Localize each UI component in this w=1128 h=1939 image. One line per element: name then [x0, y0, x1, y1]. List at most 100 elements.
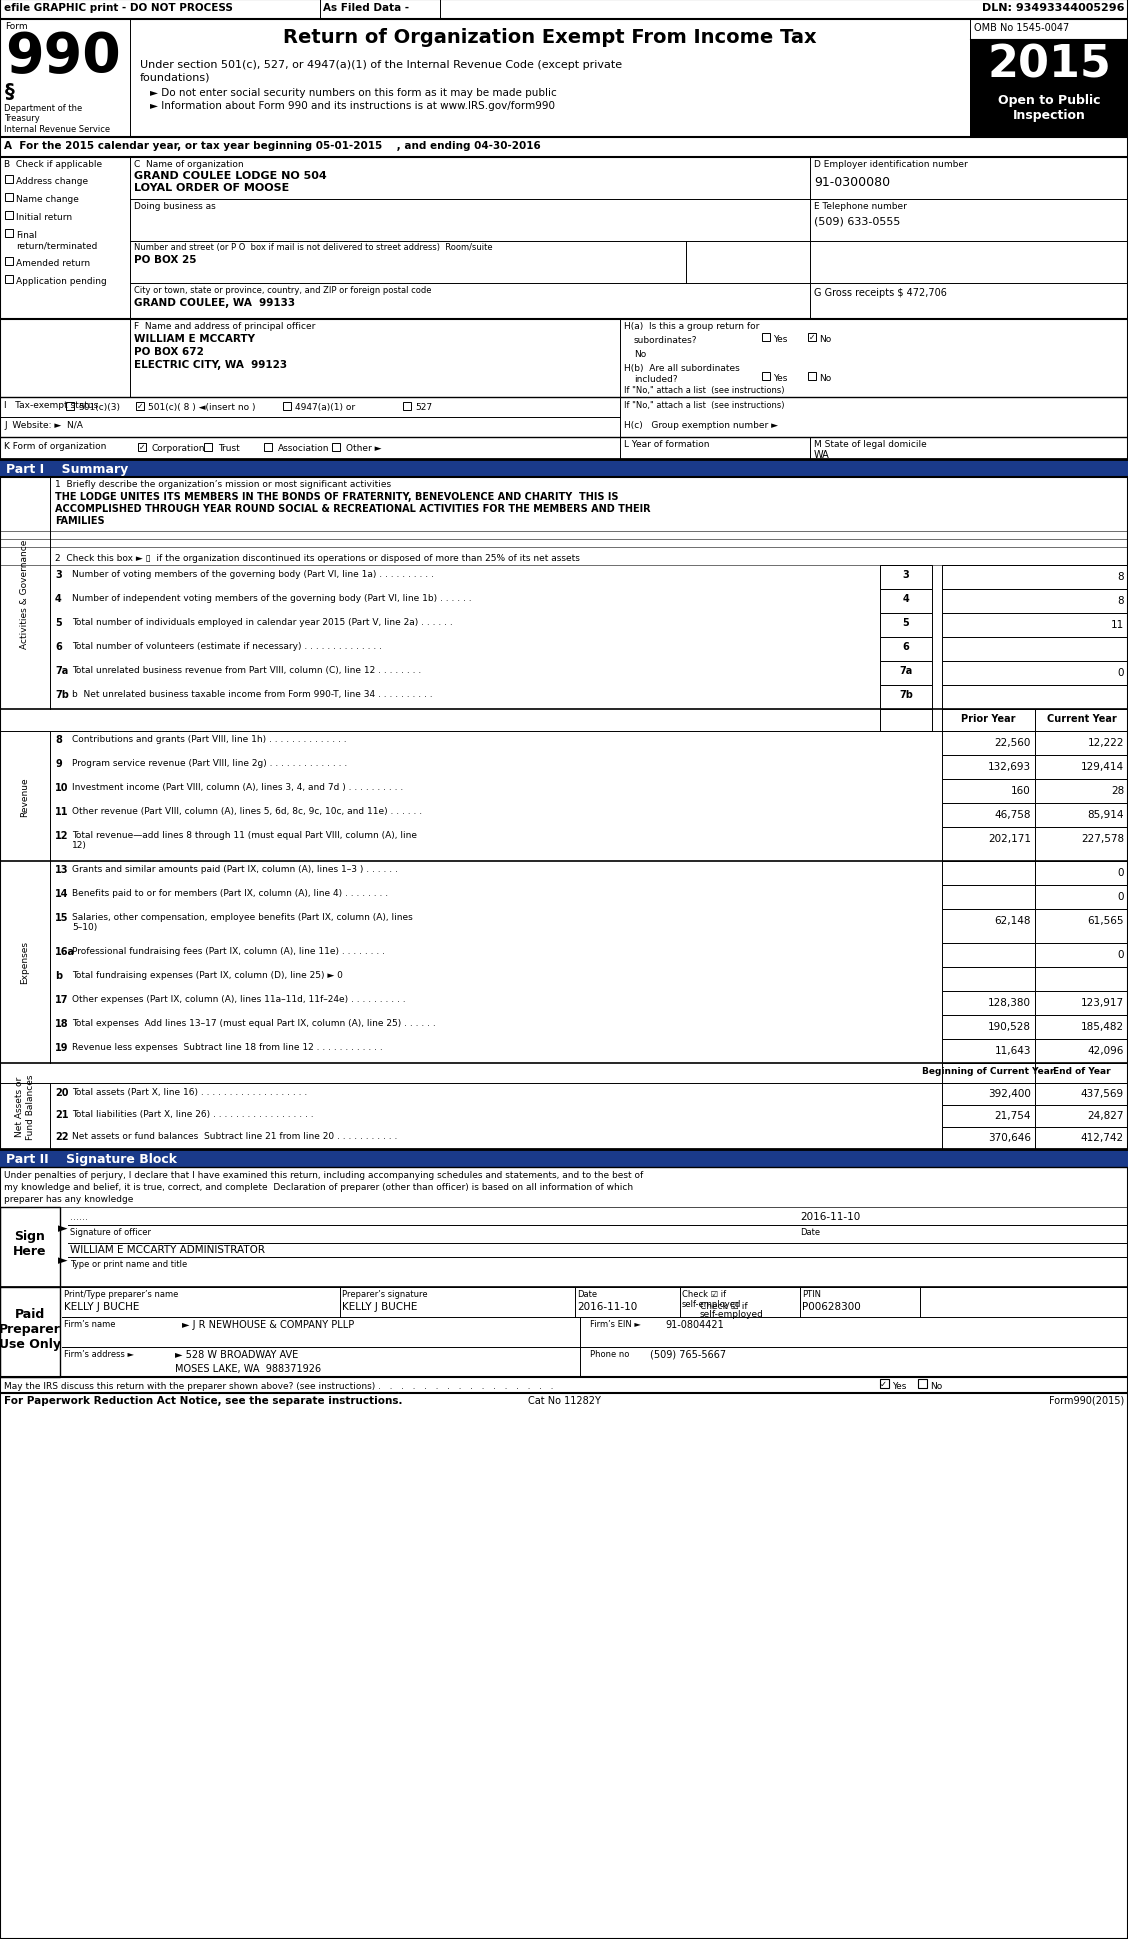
Text: 14: 14: [55, 888, 69, 898]
Text: 16a: 16a: [55, 946, 74, 956]
Text: Application pending: Application pending: [16, 277, 107, 285]
Bar: [1036, 756, 1128, 779]
Text: Form: Form: [5, 21, 27, 31]
Bar: [0, 0, 1128, 19]
Text: ► 528 W BROADWAY AVE: ► 528 W BROADWAY AVE: [175, 1350, 298, 1359]
Text: 501(c)(3): 501(c)(3): [78, 403, 120, 411]
Text: 28: 28: [1111, 785, 1123, 795]
Text: J  Website: ►  N/A: J Website: ► N/A: [5, 421, 82, 430]
Text: ✓: ✓: [136, 401, 143, 411]
Bar: [942, 1127, 1036, 1150]
Bar: [1036, 886, 1128, 909]
Text: subordinates?: subordinates?: [634, 335, 697, 345]
Text: 62,148: 62,148: [995, 915, 1031, 925]
Text: preparer has any knowledge: preparer has any knowledge: [5, 1194, 133, 1204]
Text: 990: 990: [5, 29, 121, 83]
Text: Activities & Governance: Activities & Governance: [20, 539, 29, 648]
Text: Revenue: Revenue: [20, 778, 29, 816]
Text: ......: ......: [70, 1212, 88, 1222]
Bar: [1036, 991, 1128, 1016]
Text: 91-0300080: 91-0300080: [814, 176, 890, 188]
Bar: [942, 661, 1128, 686]
Text: 11,643: 11,643: [995, 1045, 1031, 1055]
Text: 21: 21: [55, 1109, 69, 1119]
Bar: [880, 710, 932, 731]
Bar: [0, 417, 1128, 438]
Text: ✓: ✓: [880, 1379, 887, 1388]
Text: 132,693: 132,693: [988, 762, 1031, 772]
Text: Sign
Here: Sign Here: [14, 1229, 46, 1256]
Bar: [970, 19, 1128, 138]
Text: City or town, state or province, country, and ZIP or foreign postal code: City or town, state or province, country…: [134, 285, 432, 295]
Text: 2016-11-10: 2016-11-10: [578, 1301, 637, 1311]
Text: b  Net unrelated business taxable income from Form 990-T, line 34 . . . . . . . : b Net unrelated business taxable income …: [72, 690, 433, 698]
Text: No: No: [819, 335, 831, 343]
Text: K Form of organization: K Form of organization: [5, 442, 106, 450]
Text: Other revenue (Part VIII, column (A), lines 5, 6d, 8c, 9c, 10c, and 11e) . . . .: Other revenue (Part VIII, column (A), li…: [72, 807, 422, 816]
Text: Beginning of Current Year: Beginning of Current Year: [923, 1066, 1055, 1076]
Bar: [942, 828, 1036, 861]
Text: Revenue less expenses  Subtract line 18 from line 12 . . . . . . . . . . . .: Revenue less expenses Subtract line 18 f…: [72, 1043, 382, 1051]
Text: Yes: Yes: [892, 1381, 907, 1390]
Text: Part I    Summary: Part I Summary: [6, 463, 129, 475]
Text: Total revenue—add lines 8 through 11 (must equal Part VIII, column (A), line: Total revenue—add lines 8 through 11 (mu…: [72, 830, 417, 840]
Bar: [942, 731, 1036, 756]
Text: Firm’s address ►: Firm’s address ►: [64, 1350, 134, 1359]
Text: 61,565: 61,565: [1087, 915, 1123, 925]
Bar: [942, 638, 1128, 661]
Bar: [136, 403, 144, 411]
Text: Return of Organization Exempt From Income Tax: Return of Organization Exempt From Incom…: [283, 27, 817, 47]
Bar: [942, 803, 1036, 828]
Text: 17: 17: [55, 995, 69, 1004]
Text: A  For the 2015 calendar year, or tax year beginning 05-01-2015    , and ending : A For the 2015 calendar year, or tax yea…: [5, 142, 540, 151]
Text: 22,560: 22,560: [995, 737, 1031, 748]
Text: Number of independent voting members of the governing body (Part VI, line 1b) . : Number of independent voting members of …: [72, 593, 472, 603]
Bar: [0, 1150, 1128, 1167]
Text: 42,096: 42,096: [1087, 1045, 1123, 1055]
Text: 7a: 7a: [55, 665, 69, 675]
Text: For Paperwork Reduction Act Notice, see the separate instructions.: For Paperwork Reduction Act Notice, see …: [5, 1396, 403, 1406]
Text: G Gross receipts $ 472,706: G Gross receipts $ 472,706: [814, 287, 946, 299]
Text: 85,914: 85,914: [1087, 811, 1123, 820]
Bar: [1036, 909, 1128, 944]
Text: 129,414: 129,414: [1081, 762, 1123, 772]
Text: 24,827: 24,827: [1087, 1111, 1123, 1121]
Text: included?: included?: [634, 374, 678, 384]
Text: Yes: Yes: [773, 374, 787, 382]
Text: 12,222: 12,222: [1087, 737, 1123, 748]
Text: ELECTRIC CITY, WA  99123: ELECTRIC CITY, WA 99123: [134, 361, 288, 370]
Text: Program service revenue (Part VIII, line 2g) . . . . . . . . . . . . . .: Program service revenue (Part VIII, line…: [72, 758, 347, 768]
Text: 4947(a)(1) or: 4947(a)(1) or: [296, 403, 355, 411]
Bar: [1036, 968, 1128, 991]
Text: 5: 5: [55, 619, 62, 628]
Bar: [67, 403, 74, 411]
Text: 7b: 7b: [899, 690, 913, 700]
Bar: [942, 991, 1036, 1016]
Text: 10: 10: [55, 783, 69, 793]
Text: 15: 15: [55, 913, 69, 923]
Text: 4: 4: [902, 593, 909, 603]
Text: 1  Briefly describe the organization’s mission or most significant activities: 1 Briefly describe the organization’s mi…: [55, 479, 391, 489]
Text: Contributions and grants (Part VIII, line 1h) . . . . . . . . . . . . . .: Contributions and grants (Part VIII, lin…: [72, 735, 346, 745]
Text: KELLY J BUCHE: KELLY J BUCHE: [64, 1301, 140, 1311]
Bar: [130, 19, 970, 138]
Bar: [942, 861, 1036, 886]
Bar: [763, 334, 770, 341]
Bar: [0, 710, 1128, 731]
Text: 527: 527: [415, 403, 432, 411]
Bar: [0, 1287, 60, 1377]
Text: Other ►: Other ►: [346, 444, 381, 454]
Text: B  Check if applicable: B Check if applicable: [5, 159, 103, 169]
Bar: [942, 909, 1036, 944]
Bar: [0, 138, 1128, 157]
Text: Check ☑ if: Check ☑ if: [700, 1301, 748, 1311]
Text: Form990(2015): Form990(2015): [1049, 1396, 1123, 1406]
Text: Firm’s name: Firm’s name: [64, 1319, 115, 1328]
Text: Net Assets or
Fund Balances: Net Assets or Fund Balances: [15, 1074, 35, 1138]
Text: 46,758: 46,758: [995, 811, 1031, 820]
Text: KELLY J BUCHE: KELLY J BUCHE: [342, 1301, 417, 1311]
Text: I   Tax-exempt status: I Tax-exempt status: [5, 401, 98, 409]
Bar: [0, 320, 1128, 397]
Text: F  Name and address of principal officer: F Name and address of principal officer: [134, 322, 316, 332]
Text: C  Name of organization: C Name of organization: [134, 159, 244, 169]
